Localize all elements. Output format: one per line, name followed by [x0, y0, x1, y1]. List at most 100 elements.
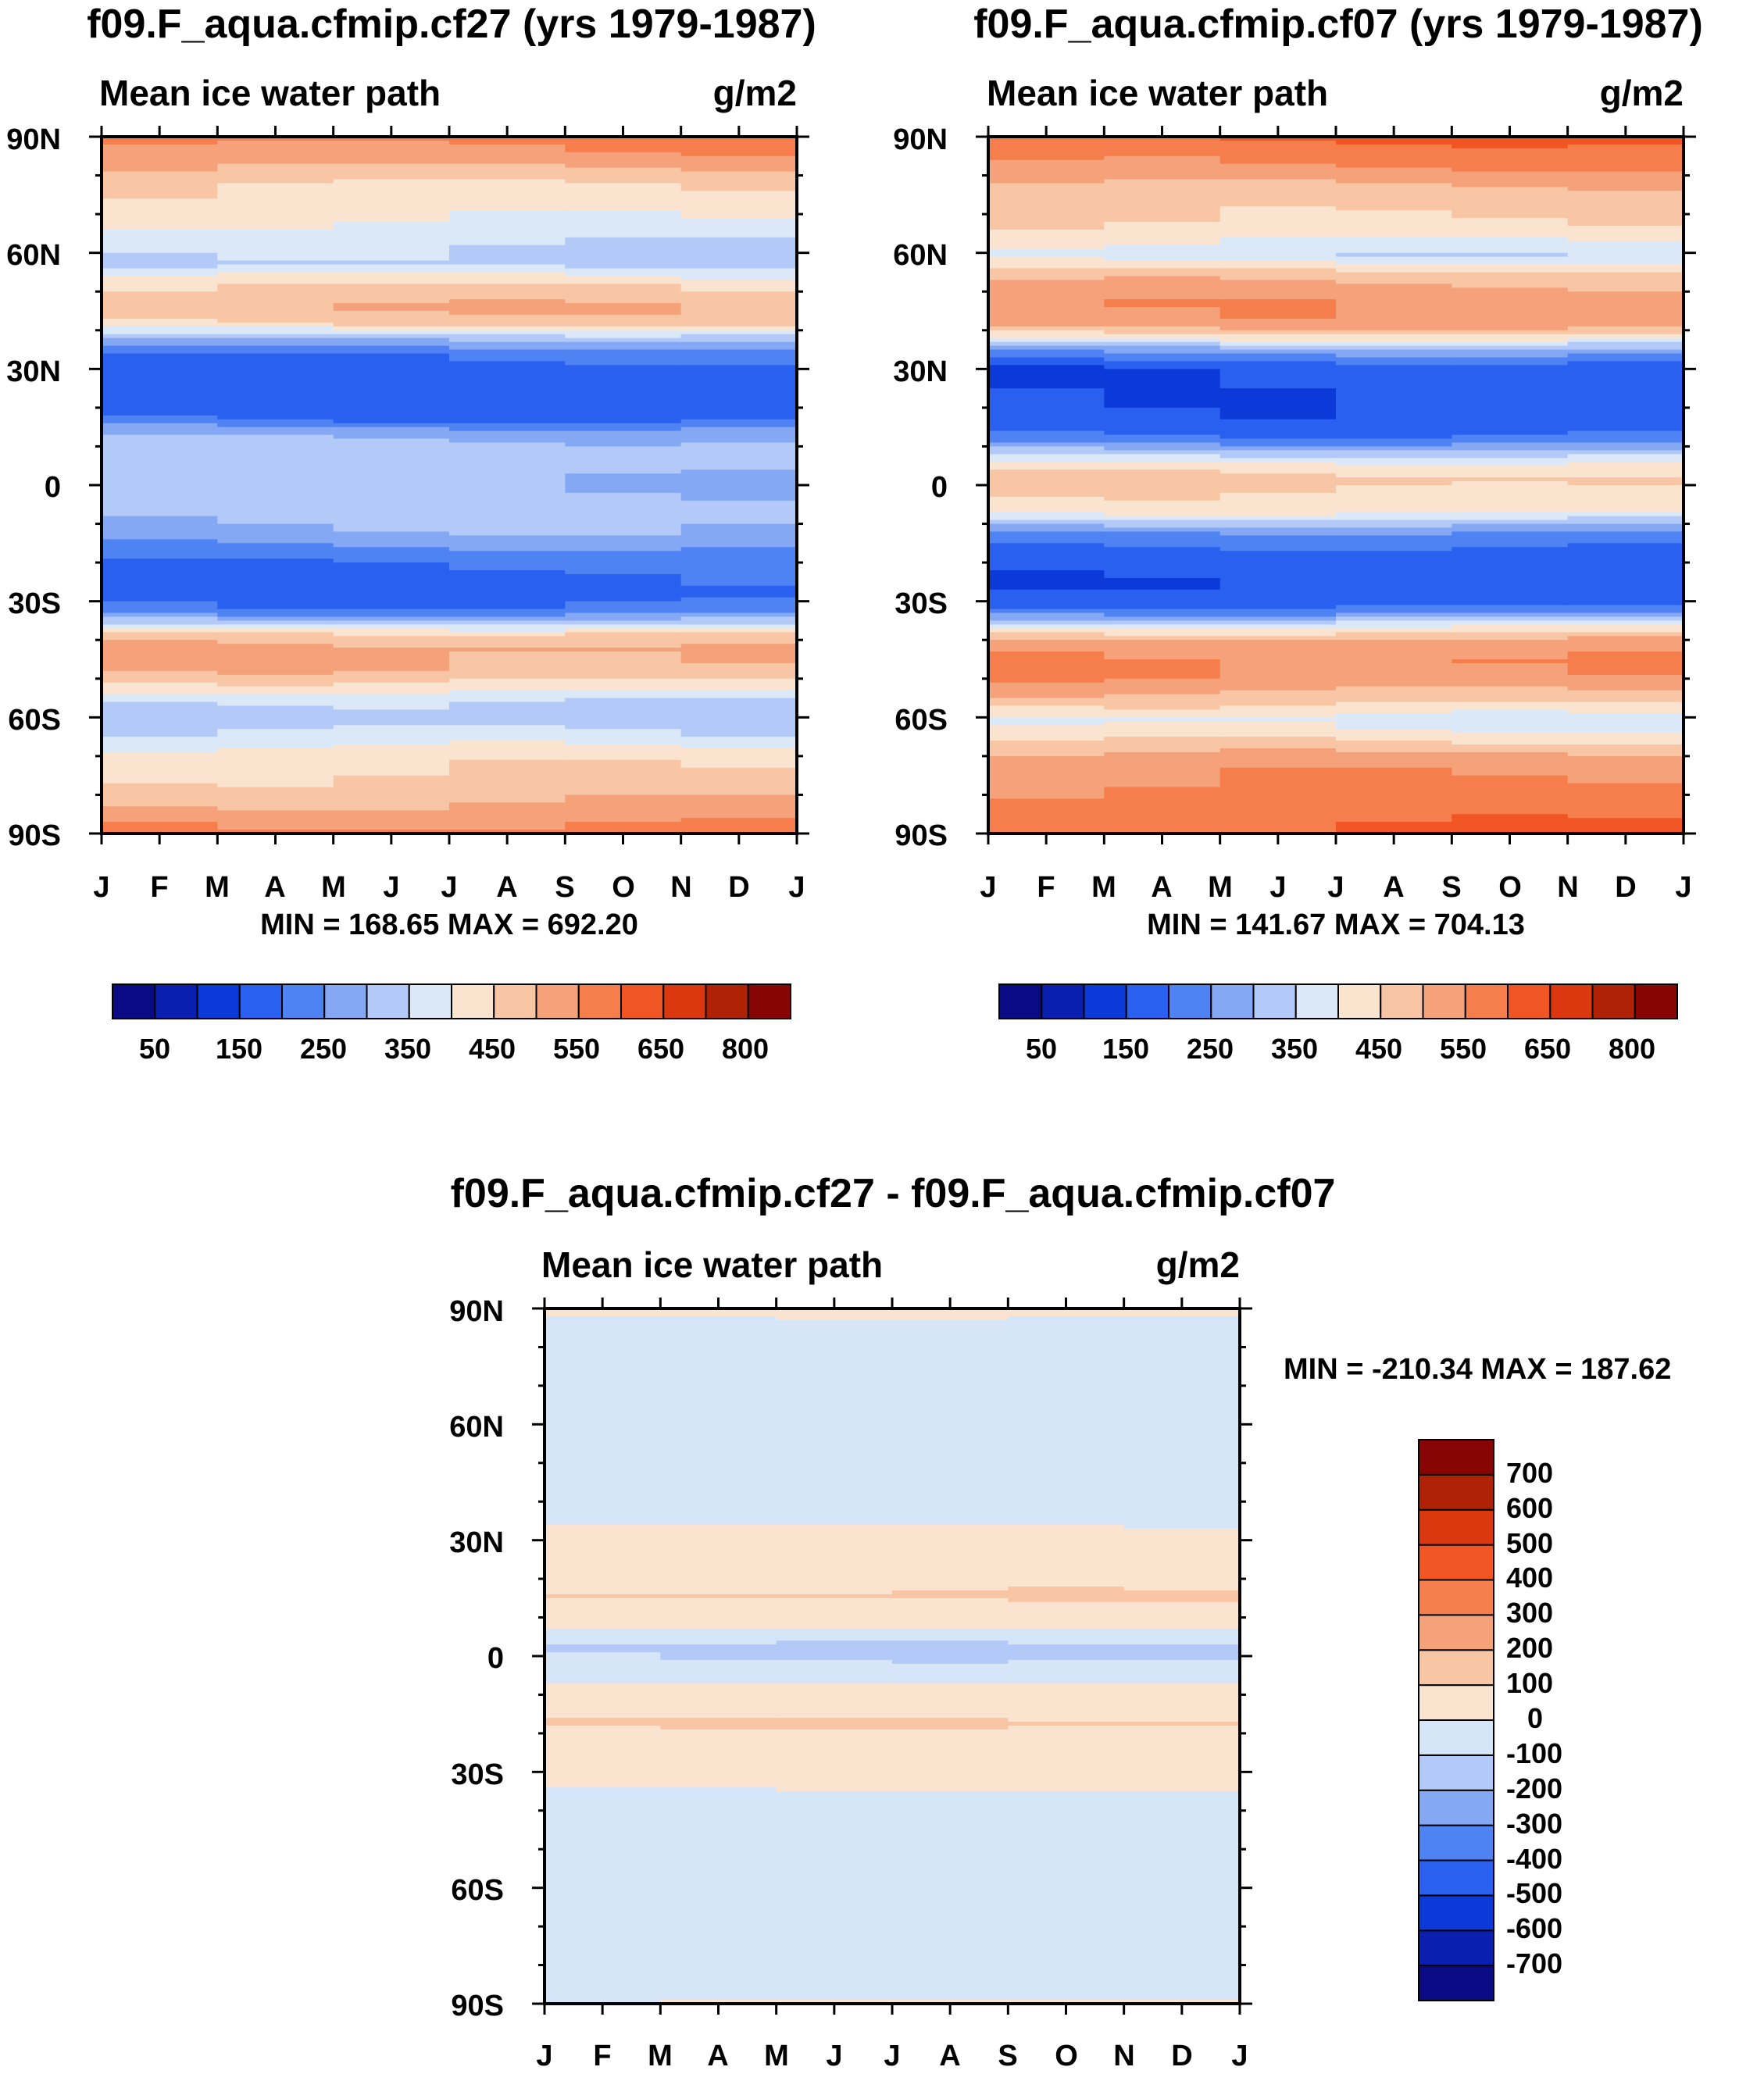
contour-band	[1104, 751, 1221, 788]
colorbar-label: 550	[1440, 1033, 1487, 1065]
contour-band	[449, 648, 566, 652]
y-tick-label: 0	[45, 471, 61, 504]
contour-band	[333, 179, 450, 223]
contour-band	[102, 345, 219, 355]
contour-band	[680, 698, 798, 737]
contour-band	[1219, 137, 1337, 141]
contour-band	[1008, 1644, 1125, 1661]
colorbar-label: 800	[722, 1033, 769, 1065]
contour-band	[1104, 678, 1221, 695]
contour-band	[1452, 137, 1569, 149]
contour-band	[680, 628, 798, 634]
x-tick-label: F	[150, 871, 168, 904]
contour-band	[988, 454, 1105, 463]
contour-band	[333, 163, 450, 180]
contour-band	[1336, 341, 1453, 347]
contour-band	[449, 725, 566, 741]
contour-band	[1452, 686, 1569, 703]
contour-band	[102, 616, 219, 626]
contour-band	[102, 415, 219, 424]
contour-band	[1008, 1601, 1125, 1630]
contour-band	[680, 794, 798, 819]
contour-band	[1452, 531, 1569, 548]
colorbar-label: 250	[1187, 1033, 1234, 1065]
colorbar-label: 250	[300, 1033, 347, 1065]
contour-band	[1336, 686, 1453, 703]
contour-band	[1567, 450, 1684, 455]
contour-band	[102, 628, 219, 634]
contour-band	[1567, 191, 1684, 227]
contour-band	[1219, 628, 1337, 637]
contour-band	[1219, 299, 1337, 319]
contour-band	[333, 137, 450, 141]
colorbar-box	[1418, 1649, 1494, 1687]
contour-band	[1567, 674, 1684, 691]
contour-band	[988, 280, 1105, 327]
contour-band	[217, 748, 334, 788]
contour-band	[1104, 434, 1221, 444]
colorbar-box	[1418, 1789, 1494, 1826]
contour-band	[217, 628, 334, 634]
contour-band	[892, 1663, 1009, 1684]
contour-band	[1567, 733, 1684, 745]
panel-cf27: f09.F_aqua.cfmip.cf27 (yrs 1979-1987) Me…	[6, 2, 816, 1065]
contour-band	[449, 326, 566, 331]
contour-band	[102, 559, 219, 602]
contour-band	[1452, 458, 1569, 467]
contour-band	[1219, 721, 1337, 737]
contour-band	[988, 682, 1105, 699]
tick-marks	[976, 126, 1696, 844]
contour-band	[1567, 620, 1684, 626]
colorbar-label: 0	[1527, 1702, 1543, 1734]
contour-band	[217, 616, 334, 622]
contour-band	[680, 678, 798, 691]
contour-band	[102, 783, 219, 808]
x-axis-labels: J F M A M J J A S O N D J	[980, 871, 1691, 904]
contour-band	[680, 632, 798, 644]
contour-field	[545, 1308, 1241, 2004]
contour-band	[1219, 473, 1337, 494]
y-tick-label: 30N	[893, 355, 948, 388]
contour-band	[1219, 280, 1337, 300]
colorbar-label: 300	[1506, 1597, 1553, 1629]
contour-band	[988, 725, 1105, 741]
contour-band	[449, 179, 566, 211]
contour-band	[680, 597, 798, 614]
colorbar-box	[577, 983, 622, 1019]
contour-band	[892, 1640, 1009, 1665]
contour-band	[1104, 500, 1221, 517]
colorbar-label: 650	[637, 1033, 684, 1065]
colorbar-box	[1418, 1824, 1494, 1862]
left-string: Mean ice water path	[99, 73, 441, 113]
contour-band	[1219, 353, 1337, 362]
contour-band	[217, 434, 334, 525]
contour-band	[1336, 458, 1453, 467]
colorbar-box	[1418, 1859, 1494, 1897]
contour-band	[1336, 628, 1453, 634]
contour-band	[217, 694, 334, 707]
contour-band	[545, 1644, 662, 1653]
contour-band	[988, 496, 1105, 513]
contour-band	[333, 284, 450, 304]
contour-band	[565, 183, 682, 211]
colorbar-box	[1464, 983, 1509, 1019]
contour-band	[449, 802, 566, 830]
y-tick-label: 90S	[451, 1990, 504, 2022]
contour-band	[333, 609, 450, 618]
y-axis-labels: 90N 60N 30N 0 30S 60S 90S	[449, 1295, 504, 2022]
contour-band	[333, 140, 450, 165]
contour-band	[988, 717, 1105, 726]
contour-band	[1336, 272, 1453, 285]
contour-band	[1219, 748, 1337, 769]
contour-band	[988, 741, 1105, 757]
contour-band	[1567, 624, 1684, 634]
x-tick-label: M	[1091, 871, 1116, 904]
contour-band	[1123, 1791, 1241, 2001]
colorbar-box	[1125, 983, 1169, 1019]
contour-band	[1452, 287, 1569, 331]
x-tick-label: M	[648, 2040, 673, 2072]
contour-band	[1104, 245, 1221, 262]
contour-band	[1336, 751, 1453, 769]
contour-band	[988, 543, 1105, 571]
contour-band	[565, 492, 682, 537]
